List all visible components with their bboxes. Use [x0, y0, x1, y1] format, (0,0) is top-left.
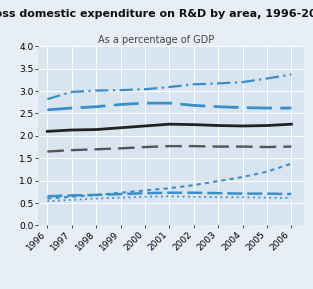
Text: As a percentage of GDP: As a percentage of GDP: [98, 35, 215, 45]
Text: Gross domestic expenditure on R&D by area, 1996-2006: Gross domestic expenditure on R&D by are…: [0, 9, 313, 19]
